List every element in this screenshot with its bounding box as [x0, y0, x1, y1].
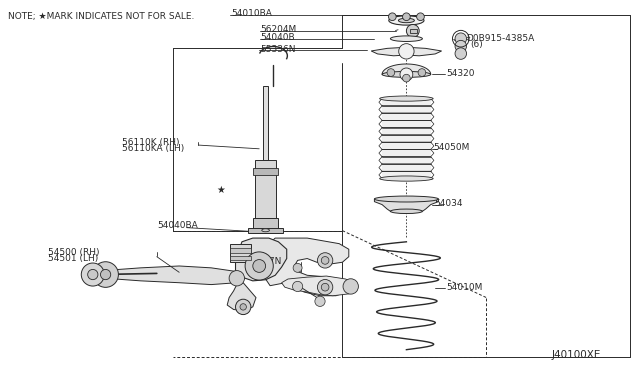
Ellipse shape: [380, 176, 433, 181]
Bar: [410, 29, 417, 33]
Polygon shape: [227, 283, 256, 311]
Polygon shape: [236, 238, 287, 281]
Ellipse shape: [398, 18, 415, 23]
Bar: [255, 160, 276, 218]
Text: (6): (6): [470, 40, 483, 49]
Text: 54320: 54320: [446, 69, 475, 78]
Circle shape: [236, 299, 251, 315]
Ellipse shape: [390, 36, 422, 42]
Circle shape: [387, 69, 395, 76]
Bar: [230, 256, 251, 260]
Ellipse shape: [374, 196, 438, 202]
Circle shape: [292, 281, 303, 292]
Ellipse shape: [390, 209, 422, 214]
Circle shape: [81, 263, 104, 286]
Text: 56110KA (LH): 56110KA (LH): [122, 144, 184, 153]
Polygon shape: [382, 64, 431, 74]
Text: 54040BA: 54040BA: [157, 221, 198, 230]
Circle shape: [293, 263, 302, 272]
Circle shape: [317, 279, 333, 295]
Text: Ð0B915-4385A: Ð0B915-4385A: [466, 34, 534, 43]
Polygon shape: [382, 99, 431, 179]
Ellipse shape: [262, 229, 269, 232]
Ellipse shape: [382, 97, 431, 100]
Circle shape: [245, 252, 273, 280]
Text: 54010BA: 54010BA: [232, 9, 273, 18]
Text: 56110K (RH): 56110K (RH): [122, 138, 179, 147]
Text: 54010M: 54010M: [446, 283, 483, 292]
Circle shape: [343, 279, 358, 294]
Ellipse shape: [382, 71, 431, 77]
Circle shape: [400, 68, 413, 81]
Text: ★: ★: [216, 185, 225, 195]
Polygon shape: [266, 238, 349, 296]
Circle shape: [100, 269, 111, 280]
Text: 56127N: 56127N: [246, 257, 282, 266]
Circle shape: [388, 13, 396, 20]
Circle shape: [315, 296, 325, 307]
Bar: [253, 168, 278, 175]
Circle shape: [229, 270, 244, 286]
Circle shape: [403, 74, 410, 82]
Bar: [263, 86, 269, 160]
Circle shape: [455, 48, 467, 59]
Text: 54501 (LH): 54501 (LH): [48, 254, 99, 263]
Circle shape: [406, 25, 419, 37]
Circle shape: [93, 262, 118, 287]
Circle shape: [317, 253, 333, 268]
Bar: [230, 248, 251, 253]
Polygon shape: [371, 47, 442, 56]
Circle shape: [321, 283, 329, 291]
Text: 56204M: 56204M: [260, 25, 297, 34]
Circle shape: [403, 13, 410, 20]
Circle shape: [321, 257, 329, 264]
Ellipse shape: [380, 96, 433, 101]
Ellipse shape: [388, 16, 424, 25]
Text: J40100XE: J40100XE: [551, 350, 601, 360]
Bar: [230, 244, 251, 262]
Text: 54500 (RH): 54500 (RH): [48, 248, 99, 257]
Circle shape: [455, 33, 467, 44]
Circle shape: [399, 44, 414, 59]
Bar: [253, 218, 278, 232]
Circle shape: [88, 269, 98, 280]
Polygon shape: [99, 266, 242, 285]
Text: 54050M: 54050M: [433, 143, 470, 152]
Text: NOTE; ★MARK INDICATES NOT FOR SALE.: NOTE; ★MARK INDICATES NOT FOR SALE.: [8, 12, 194, 21]
Circle shape: [240, 304, 246, 310]
Polygon shape: [282, 276, 355, 296]
Circle shape: [417, 13, 424, 20]
Circle shape: [418, 69, 426, 76]
Bar: [248, 228, 283, 232]
Polygon shape: [374, 199, 438, 211]
Circle shape: [253, 260, 266, 272]
Text: 55336N: 55336N: [260, 45, 296, 54]
Text: 54034: 54034: [434, 199, 463, 208]
Text: 54040B: 54040B: [260, 33, 295, 42]
Circle shape: [455, 41, 467, 52]
